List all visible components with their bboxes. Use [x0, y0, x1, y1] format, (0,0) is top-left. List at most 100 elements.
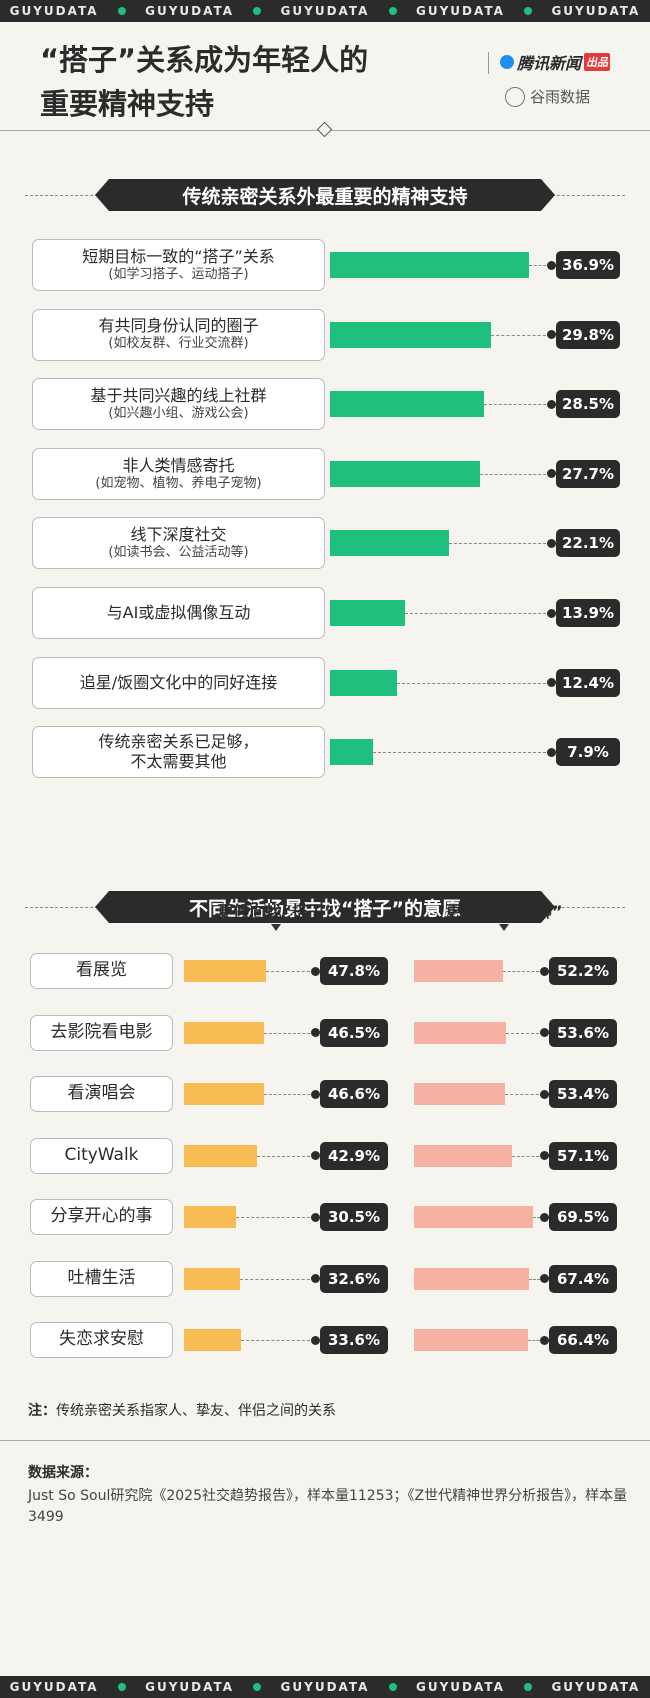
banner-dot	[388, 1683, 397, 1691]
banner-dot	[524, 1683, 533, 1691]
value-label: 67.4%	[549, 1264, 617, 1293]
leader-dot	[540, 1212, 549, 1222]
banner-dot	[388, 7, 397, 15]
leader	[241, 1340, 315, 1341]
banner-dot	[253, 7, 262, 15]
category-note: (如兴趣小组、游戏公会)	[108, 406, 249, 422]
source-text: Just So Soul研究院《2025社交趋势报告》，样本量11253；《Z世…	[28, 1488, 628, 1525]
leader	[505, 1032, 544, 1034]
partner: 谷雨数据	[505, 86, 590, 107]
bar	[330, 460, 480, 487]
partner-icon	[505, 86, 525, 107]
leader-dot	[547, 260, 556, 270]
legend-arrow	[271, 924, 281, 931]
leader	[236, 1217, 315, 1218]
category-name: 短期目标一致的“搭子”关系	[82, 246, 275, 266]
leader	[483, 404, 551, 406]
leader-dot	[547, 608, 556, 618]
banner-text: GUYUDATA	[145, 1680, 234, 1694]
bar	[330, 530, 450, 557]
bar	[414, 1144, 512, 1167]
category-name: 与AI或虚拟偶像互动	[106, 603, 251, 622]
category-label: 看演唱会	[30, 1076, 173, 1112]
leader-dot	[540, 966, 549, 976]
leader	[239, 1278, 315, 1280]
leader	[529, 265, 551, 266]
category-label: CityWalk	[30, 1137, 173, 1174]
category-note: (如校友群、行业交流群)	[108, 336, 249, 352]
leader-dot	[547, 747, 556, 757]
value-label: 28.5%	[556, 390, 620, 419]
value-label: 53.6%	[549, 1018, 617, 1047]
partner-name: 谷雨数据	[530, 88, 591, 106]
leader-dot	[547, 399, 556, 409]
brand-tag: 出品	[584, 53, 611, 71]
value-label: 12.4%	[556, 668, 620, 697]
leader-dot	[547, 330, 556, 340]
leader	[505, 1094, 544, 1095]
divider	[488, 52, 489, 74]
banner-dot	[524, 7, 533, 15]
brand: 腾讯新闻 出品	[500, 50, 611, 74]
bar	[184, 1021, 264, 1044]
bar	[184, 1083, 264, 1105]
banner-text: GUYUDATA	[9, 4, 99, 18]
leader-dot	[540, 1151, 549, 1160]
section-title: 不同生活场景中找“搭子”的意愿	[95, 891, 555, 923]
note: 注：传统亲密关系指家人、挚友、伴侣之间的关系	[28, 1400, 336, 1420]
leader	[372, 752, 551, 754]
source-label: 数据来源：	[28, 1465, 98, 1481]
leader	[503, 971, 544, 972]
banner-text: GUYUDATA	[280, 1680, 370, 1694]
banner-text: GUYUDATA	[416, 1680, 505, 1694]
leader	[527, 1340, 544, 1341]
banner-text: GUYUDATA	[9, 1680, 99, 1694]
value-label: 32.6%	[320, 1264, 388, 1293]
bar	[414, 1206, 533, 1228]
title-line: “搭子”关系成为年轻人的	[40, 43, 369, 77]
leader-dot	[540, 1089, 549, 1099]
category-label: 失恋求安慰	[30, 1322, 173, 1358]
banner-text: GUYUDATA	[416, 4, 505, 18]
bar	[330, 391, 484, 418]
bar	[330, 600, 406, 626]
leader-dot	[540, 1335, 549, 1345]
category-name: 有共同身份认同的圈子	[98, 316, 259, 336]
category-name: 非人类情感寄托	[122, 455, 235, 475]
leader-dot	[547, 538, 556, 548]
category-note: (如宠物、植物、养电子宠物)	[95, 475, 262, 491]
bottom-banner: GUYUDATA GUYUDATA GUYUDATA GUYUDATA GUYUDATA	[0, 1676, 650, 1698]
title-line: 重要精神支持	[40, 87, 215, 121]
value-label: 66.4%	[549, 1326, 617, 1354]
category-note: (如学习搭子、运动搭子)	[108, 266, 249, 282]
value-label: 46.5%	[320, 1018, 388, 1047]
value-label: 33.6%	[320, 1326, 388, 1354]
category-label: 非人类情感寄托 (如宠物、植物、养电子宠物)	[32, 447, 325, 500]
category-label: 追星/饭圈文化中的同好连接	[32, 656, 325, 709]
leader	[449, 543, 551, 545]
value-label: 46.6%	[320, 1080, 388, 1108]
banner-text: GUYUDATA	[280, 4, 370, 18]
value-label: 53.4%	[549, 1080, 617, 1108]
value-label: 69.5%	[549, 1203, 617, 1231]
leader-dot	[311, 1274, 320, 1283]
bar	[184, 960, 266, 982]
category-label: 吐槽生活	[30, 1260, 173, 1297]
brand-icon	[500, 55, 514, 69]
leader	[479, 473, 551, 475]
legend-entry: 更倾向找“固聊”	[445, 902, 563, 921]
leader	[263, 1094, 315, 1095]
bar	[414, 1267, 530, 1290]
note-label: 注：	[28, 1403, 56, 1419]
leader-dot	[311, 1151, 320, 1160]
bar	[414, 960, 504, 982]
banner-text: GUYUDATA	[145, 4, 234, 18]
bar	[330, 739, 373, 766]
value-label: 22.1%	[556, 529, 620, 558]
leader	[405, 613, 551, 614]
leader-dot	[540, 1028, 549, 1037]
bar	[184, 1206, 237, 1228]
category-name: 追星/饭圈文化中的同好连接	[79, 672, 278, 692]
category-label: 与AI或虚拟偶像互动	[32, 587, 325, 639]
